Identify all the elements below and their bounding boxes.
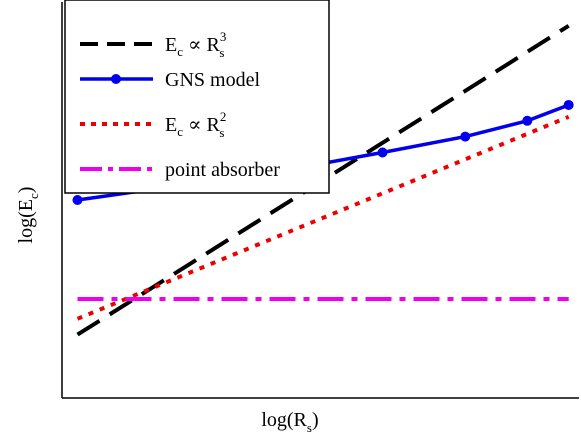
x-axis-label: log(Rs) <box>261 409 318 435</box>
series-point-gns-5 <box>563 99 574 110</box>
legend-cubic-b-sub: s <box>219 45 224 60</box>
legend-square-a: E <box>165 114 177 136</box>
legend-square-b-sup: 2 <box>220 109 227 124</box>
y-axis-label: log(Ec) <box>15 187 41 244</box>
y-axis-label-close: ) <box>15 187 37 194</box>
series-point-gns-3 <box>460 131 471 142</box>
legend-cubic-a: E <box>165 34 177 56</box>
series-point-gns-2 <box>377 147 388 158</box>
x-axis-label-sub: s <box>307 420 312 435</box>
legend-cubic-b-sup: 3 <box>220 29 227 44</box>
legend-box <box>64 0 330 194</box>
legend-square-op: ∝ R <box>183 114 221 136</box>
legend-label-cubic: Ec ∝ R3 s <box>165 29 226 60</box>
x-axis-label-close: ) <box>312 409 319 431</box>
y-axis-label-sub: c <box>26 193 41 199</box>
legend-marker-gns <box>111 74 121 84</box>
series-point-gns-0 <box>72 195 83 205</box>
legend-label-gns: GNS model <box>165 69 260 91</box>
series-point-gns-4 <box>522 115 533 126</box>
legend-cubic-op: ∝ R <box>183 34 221 56</box>
legend: Ec ∝ R3 s GNS model Ec ∝ R2 s point absorb… <box>64 0 330 194</box>
legend-square-a-sub: c <box>177 124 183 139</box>
y-axis-label-main: log(E <box>15 199 37 243</box>
legend-label-point: point absorber <box>165 159 280 181</box>
legend-label-square: Ec ∝ R2 s <box>165 109 226 140</box>
x-axis-label-main: log(R <box>261 409 307 431</box>
series-line-square <box>76 114 570 321</box>
legend-cubic-a-sub: c <box>177 44 183 59</box>
legend-square-b-sub: s <box>219 125 224 140</box>
